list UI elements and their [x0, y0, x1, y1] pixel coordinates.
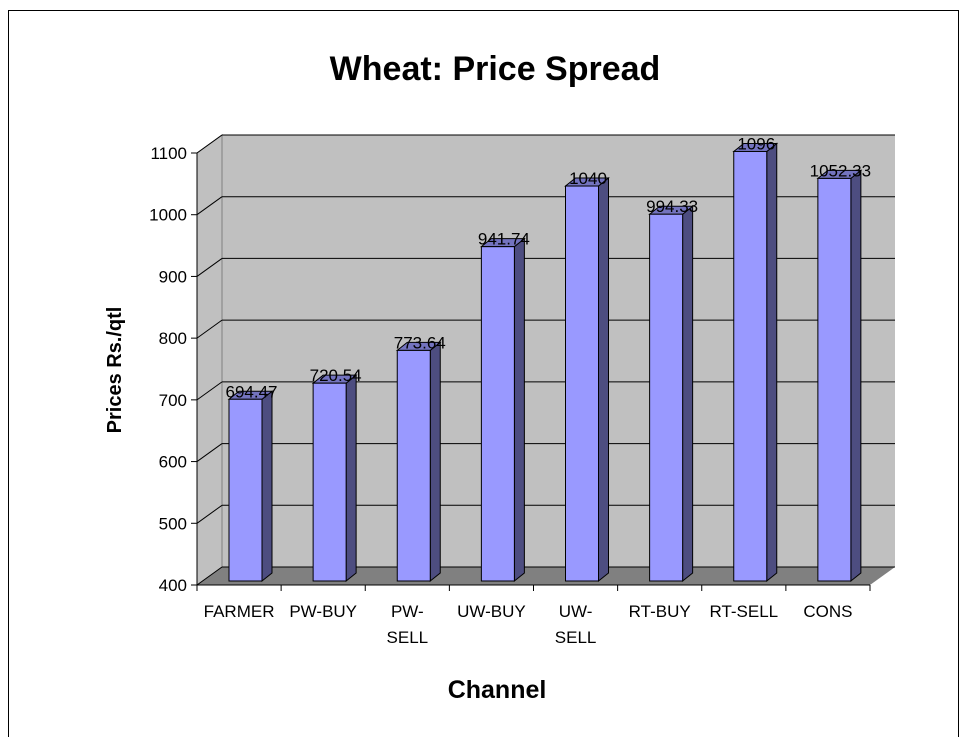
- bar-side: [261, 390, 273, 583]
- bar-front: [649, 213, 684, 582]
- value-label: 773.64: [394, 333, 446, 352]
- bar-front: [733, 150, 768, 582]
- x-tick-label: UW-SELL: [555, 602, 597, 647]
- grid-line: [196, 196, 223, 216]
- y-axis-title: Prices Rs./qtl: [104, 307, 126, 434]
- y-tick-label: 900: [159, 267, 187, 286]
- y-tick-label: 1100: [150, 144, 187, 163]
- grid-line: [196, 504, 223, 524]
- x-tick-label: RT-SELL: [709, 602, 778, 621]
- y-tick-label: 700: [159, 391, 187, 410]
- y-tick-label: 500: [159, 514, 187, 533]
- y-tick-label: 400: [159, 576, 187, 595]
- x-tick-label: FARMER: [204, 602, 275, 621]
- bars: [227, 142, 863, 583]
- bar-side: [850, 169, 862, 583]
- x-tick-label: PW-SELL: [387, 602, 429, 647]
- bar-front: [228, 398, 263, 582]
- chart-title: Wheat: Price Spread: [330, 50, 661, 88]
- value-label: 1096: [737, 134, 775, 153]
- value-label: 720.54: [310, 366, 362, 385]
- bar-side: [598, 176, 609, 583]
- value-label: 1052.33: [810, 161, 871, 180]
- bar: [479, 237, 526, 583]
- grid-line: [196, 566, 223, 586]
- y-tick-label: 600: [159, 453, 187, 472]
- bar: [564, 176, 610, 583]
- grid-line: [196, 319, 223, 339]
- bar: [816, 169, 863, 583]
- bar-front: [312, 382, 347, 582]
- x-axis-title: Channel: [448, 676, 547, 704]
- grid-line: [196, 134, 223, 154]
- x-tick-label: RT-BUY: [629, 602, 691, 621]
- grid-line: [196, 381, 223, 401]
- bar-side: [429, 341, 441, 583]
- x-tick-label: UW-BUY: [457, 602, 526, 621]
- value-label: 694.47: [226, 382, 278, 401]
- grid-line: [196, 443, 223, 462]
- bar-front: [817, 177, 852, 582]
- value-label: 1040: [569, 169, 607, 188]
- bar-side: [345, 374, 357, 583]
- bar-front: [396, 349, 431, 582]
- value-label: 994.33: [646, 197, 698, 216]
- bar: [732, 142, 779, 583]
- back-wall: [222, 135, 895, 567]
- bar-front: [565, 185, 599, 582]
- value-label: 941.74: [478, 230, 530, 249]
- bar: [648, 205, 695, 583]
- bar: [311, 374, 358, 583]
- bar-side: [513, 237, 525, 583]
- bar-side: [766, 142, 778, 583]
- bar: [227, 390, 274, 583]
- bar: [395, 341, 442, 583]
- floor: [197, 567, 895, 585]
- bar-front: [480, 246, 515, 582]
- grid-line: [196, 258, 223, 277]
- y-tick-label: 1000: [149, 206, 187, 225]
- bar-side: [682, 205, 694, 583]
- x-tick-label: PW-BUY: [289, 602, 357, 621]
- side-wall: [196, 134, 223, 586]
- x-tick-label: CONS: [803, 602, 852, 621]
- y-tick-label: 800: [159, 329, 187, 348]
